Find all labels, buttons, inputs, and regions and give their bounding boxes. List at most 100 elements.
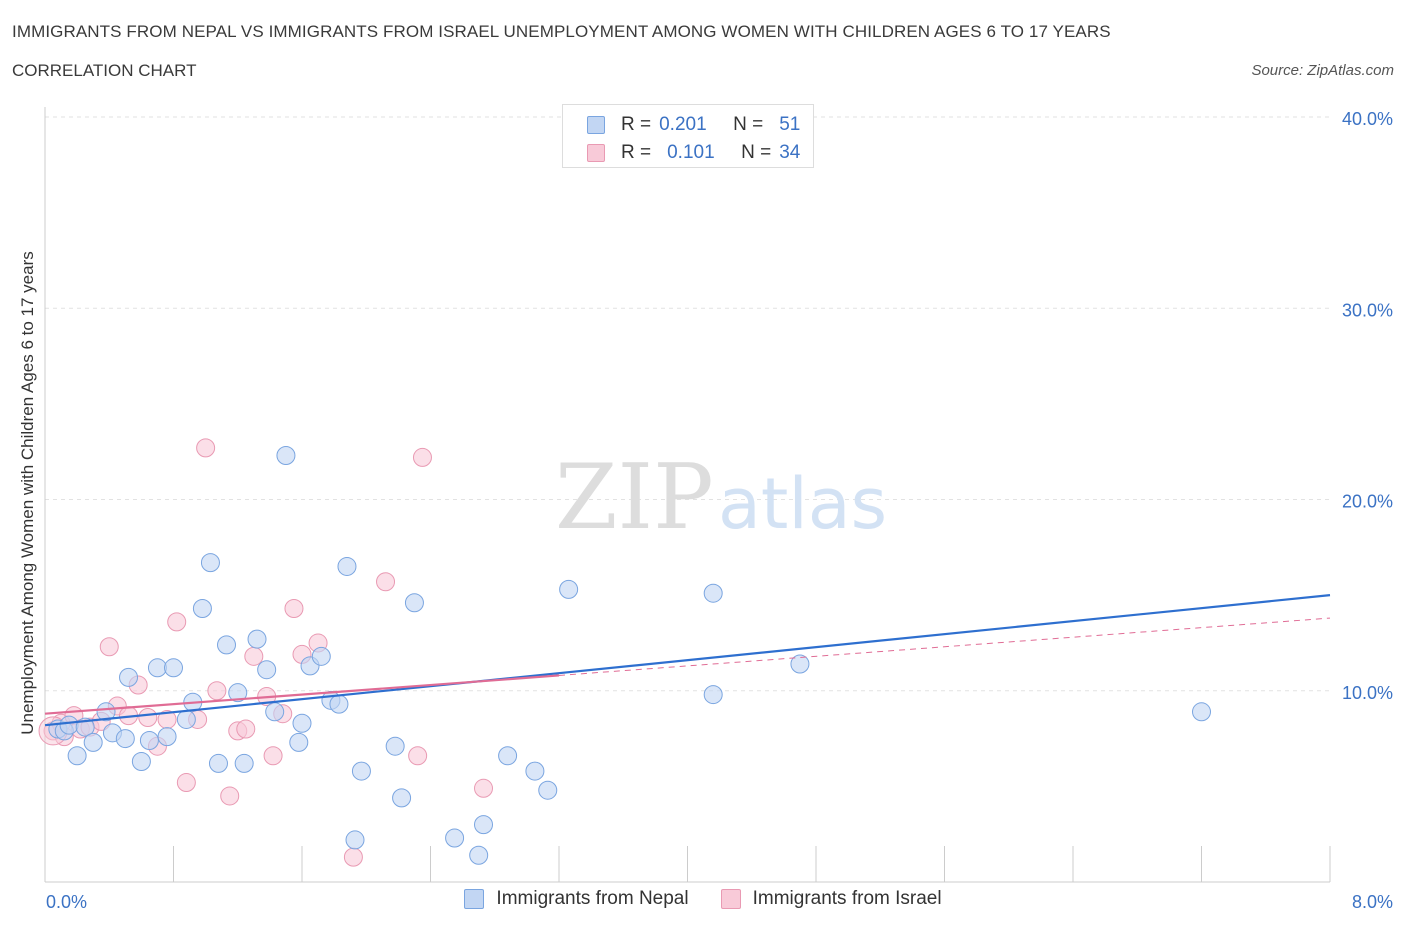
- nepal-point: [157, 727, 177, 747]
- source-credit: Source: ZipAtlas.com: [1251, 62, 1394, 79]
- correlation-legend: R = 0.201 N = 51 R = 0.101 N = 34: [562, 104, 814, 168]
- watermark: ZIP atlas: [555, 445, 887, 550]
- nepal-point: [790, 654, 810, 674]
- nepal-point: [392, 788, 412, 808]
- nepal-legend-swatch: [464, 889, 485, 909]
- gridlines: [45, 116, 1330, 692]
- legend-item-nepal: Immigrants from Nepal: [464, 888, 689, 910]
- nepal-point: [337, 556, 357, 576]
- israel-point: [376, 572, 396, 592]
- nepal-point: [703, 583, 723, 603]
- nepal-r-label: R =: [621, 114, 652, 135]
- nepal-point: [67, 746, 87, 766]
- x-tick-label: 8.0%: [1352, 892, 1393, 912]
- israel-n-value: 34: [779, 142, 801, 163]
- nepal-point: [559, 579, 579, 599]
- nepal-n-value: 51: [779, 114, 801, 135]
- nepal-trend-line: [44, 594, 1331, 727]
- nepal-point: [147, 658, 167, 678]
- nepal-point: [192, 599, 212, 619]
- nepal-r-value: 0.201: [659, 114, 707, 135]
- nepal-point: [1192, 702, 1211, 722]
- nepal-point: [703, 685, 723, 705]
- y-tick-label: 30.0%: [1342, 300, 1393, 320]
- y-axis-label: Unemployment Among Women with Children A…: [18, 251, 37, 735]
- y-tick-label: 40.0%: [1342, 109, 1393, 129]
- israel-point: [412, 447, 432, 467]
- israel-point: [343, 847, 363, 867]
- nepal-point: [164, 658, 183, 678]
- nepal-point: [345, 830, 365, 850]
- israel-r-value: 0.101: [667, 142, 715, 163]
- israel-trend-extension: [558, 617, 1331, 676]
- israel-n-label: N =: [741, 142, 772, 163]
- nepal-point: [115, 729, 135, 749]
- y-tick-label: 20.0%: [1342, 492, 1393, 512]
- nepal-point: [445, 828, 465, 848]
- israel-point: [176, 773, 196, 793]
- israel-points: [38, 438, 494, 867]
- nepal-point: [525, 761, 545, 781]
- israel-legend-label: Immigrants from Israel: [752, 888, 942, 909]
- nepal-point: [139, 730, 159, 750]
- israel-point: [474, 778, 494, 798]
- nepal-point: [208, 753, 228, 773]
- nepal-n-label: N =: [733, 114, 764, 135]
- israel-point: [244, 646, 264, 666]
- israel-point: [284, 599, 304, 619]
- nepal-point: [469, 845, 489, 865]
- nepal-point: [292, 713, 312, 733]
- nepal-point: [265, 702, 285, 722]
- nepal-point: [176, 709, 196, 729]
- nepal-point: [119, 667, 139, 687]
- israel-point: [167, 612, 187, 632]
- nepal-legend-label: Immigrants from Nepal: [496, 888, 689, 909]
- legend-item-israel: Immigrants from Israel: [720, 888, 942, 910]
- nepal-point: [257, 660, 277, 680]
- y-tick-label: 10.0%: [1342, 683, 1393, 703]
- nepal-point: [385, 736, 405, 756]
- legend-row-israel: R = 0.101 N = 34: [587, 141, 800, 165]
- nepal-point: [59, 715, 79, 735]
- nepal-point: [474, 815, 494, 835]
- nepal-point: [247, 629, 267, 649]
- nepal-point: [329, 694, 349, 714]
- nepal-point: [276, 446, 296, 466]
- x-tick-label: 0.0%: [46, 892, 87, 912]
- israel-point: [138, 708, 158, 728]
- nepal-swatch: [587, 116, 605, 134]
- israel-point: [207, 681, 227, 701]
- israel-point: [408, 746, 428, 766]
- israel-r-label: R =: [621, 142, 652, 163]
- series-legend: Immigrants from Nepal Immigrants from Is…: [0, 888, 1406, 910]
- nepal-point: [217, 635, 237, 655]
- legend-row-nepal: R = 0.201 N = 51: [587, 113, 800, 137]
- nepal-point: [200, 553, 220, 573]
- nepal-point: [498, 746, 518, 766]
- israel-point: [196, 438, 216, 458]
- tick-labels: 10.0% 20.0% 30.0% 40.0% 0.0% 8.0%: [46, 109, 1393, 912]
- nepal-point: [538, 780, 558, 800]
- watermark-zip: ZIP: [555, 445, 714, 550]
- israel-trend-line: [44, 674, 560, 715]
- israel-point: [236, 719, 256, 739]
- israel-legend-swatch: [720, 889, 741, 909]
- nepal-point: [83, 732, 103, 752]
- nepal-point: [351, 761, 371, 781]
- nepal-point: [289, 732, 309, 752]
- israel-point: [263, 746, 283, 766]
- nepal-point: [96, 702, 116, 722]
- nepal-point: [404, 593, 424, 613]
- israel-point: [99, 637, 119, 657]
- chart-subtitle: CORRELATION CHART: [12, 61, 197, 80]
- israel-point: [220, 786, 240, 806]
- nepal-point: [131, 752, 151, 772]
- watermark-atlas: atlas: [718, 463, 887, 545]
- trend-lines: [44, 594, 1331, 727]
- chart-title: IMMIGRANTS FROM NEPAL VS IMMIGRANTS FROM…: [12, 22, 1111, 41]
- israel-swatch: [587, 144, 605, 162]
- nepal-point: [228, 683, 248, 703]
- nepal-point: [234, 753, 254, 773]
- nepal-point: [311, 646, 331, 666]
